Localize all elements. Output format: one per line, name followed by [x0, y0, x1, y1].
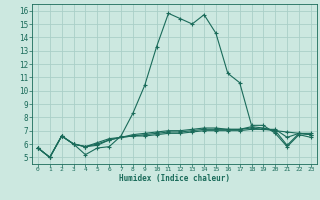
X-axis label: Humidex (Indice chaleur): Humidex (Indice chaleur): [119, 174, 230, 183]
